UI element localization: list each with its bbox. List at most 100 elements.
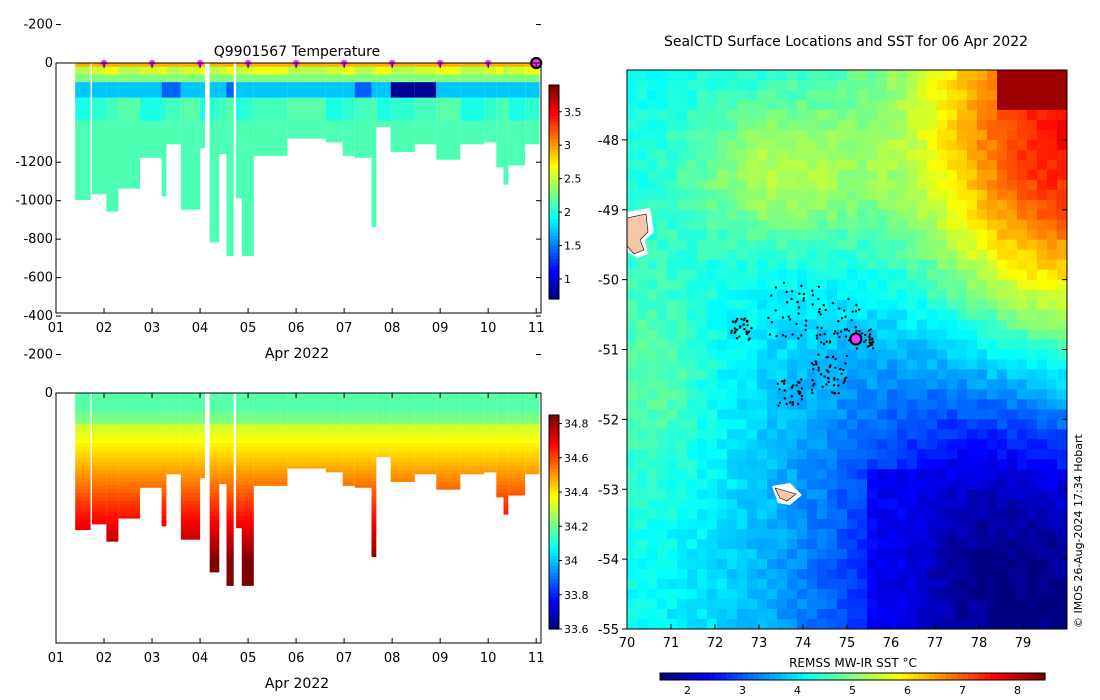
sst-cell [787, 319, 798, 331]
profile-cell [436, 113, 461, 118]
sst-cell [707, 349, 718, 360]
profile-cell [236, 393, 242, 398]
sst-cell [767, 489, 778, 500]
profile-cell [161, 66, 167, 72]
profile-cell [325, 450, 343, 456]
profile-cell [140, 143, 162, 149]
sst-cell [1037, 409, 1048, 420]
sst-cell [1057, 309, 1068, 321]
profile-cell [166, 74, 181, 79]
sst-cell [897, 339, 908, 350]
sst-cell [947, 499, 958, 510]
sst-cell [967, 469, 978, 480]
sst-cell [687, 80, 698, 91]
profile-cell [106, 151, 119, 156]
sst-cell [767, 179, 778, 191]
sst-cell [807, 479, 818, 490]
profile-column [354, 393, 372, 488]
profile-cell [75, 443, 91, 448]
sst-cell [767, 229, 778, 241]
sst-cell [637, 519, 648, 530]
profile-cell [118, 186, 140, 189]
sst-cell [987, 469, 998, 480]
colorbar-segment [549, 265, 559, 270]
sst-cell [837, 609, 848, 620]
sst-cell [647, 599, 658, 610]
profile-cell [209, 239, 220, 243]
sst-cell [777, 419, 788, 430]
profile-cell [371, 159, 377, 164]
sst-cell [887, 129, 898, 141]
profile-cell [161, 147, 167, 152]
profile-cell [241, 519, 254, 525]
axes-frame [55, 392, 542, 644]
profile-cell [75, 423, 91, 429]
colorbar-segment [549, 88, 559, 93]
sst-cell [627, 299, 638, 311]
sst-cell [817, 509, 828, 520]
sst-cell [777, 319, 788, 331]
sst-cell [967, 139, 978, 151]
sst-cell [897, 529, 908, 540]
profile-cell [75, 82, 91, 87]
profile-cell [92, 473, 107, 479]
sst-cell [677, 409, 688, 420]
profile-column [92, 393, 107, 525]
profile-cell [209, 496, 220, 502]
profile-cell [414, 423, 437, 429]
profile-cell [226, 569, 234, 575]
sst-cell [787, 439, 798, 450]
profile-cell [166, 66, 181, 72]
sst-cell [727, 369, 738, 380]
track-point [845, 328, 849, 331]
sst-cell [917, 429, 928, 440]
colorbar-segment [549, 478, 559, 483]
colorbar-segment [764, 673, 771, 680]
sst-cell [777, 539, 788, 550]
sst-cell [687, 599, 698, 610]
profile-cell [161, 182, 167, 187]
sst-cell [717, 259, 728, 271]
sst-cell [627, 479, 638, 490]
profile-cell [390, 423, 415, 429]
sst-cell [677, 219, 688, 231]
sst-cell [947, 159, 958, 171]
sst-cell [997, 139, 1008, 151]
sst-cell [647, 409, 658, 420]
colorbar-segment [1039, 673, 1046, 680]
profile-cell [287, 116, 326, 122]
track-point [867, 335, 871, 338]
sst-cell [767, 309, 778, 321]
sst-cell [877, 179, 888, 191]
profile-cell [390, 462, 415, 467]
sst-cell [757, 239, 768, 251]
profile-cell [503, 132, 509, 137]
profile-cell [503, 109, 509, 114]
sst-cell [867, 599, 878, 610]
profile-cell [219, 473, 227, 479]
profile-cell [496, 63, 504, 68]
profile-cell [241, 435, 254, 440]
sst-cell [817, 149, 828, 161]
profile-cell [236, 481, 242, 486]
sst-cell [717, 169, 728, 181]
sst-cell [767, 129, 778, 141]
sst-cell [1047, 569, 1058, 580]
colorbar-tick-label: 33.8 [564, 589, 589, 602]
sst-cell [877, 399, 888, 410]
sst-cell [957, 429, 968, 440]
profile-cell [414, 101, 437, 106]
y-tick-label: -1200 [15, 155, 53, 170]
profile-cell [325, 116, 343, 122]
profile-cell [241, 97, 254, 102]
track-point [767, 316, 770, 320]
colorbar-segment [549, 272, 559, 277]
profile-cell [241, 477, 254, 482]
sst-cell [797, 159, 808, 171]
profile-cell [371, 416, 377, 421]
x-tick-label: 11 [528, 651, 545, 666]
profile-cell [241, 539, 254, 544]
colorbar-segment [549, 208, 559, 213]
sst-cell [777, 259, 788, 271]
sst-cell [977, 429, 988, 440]
